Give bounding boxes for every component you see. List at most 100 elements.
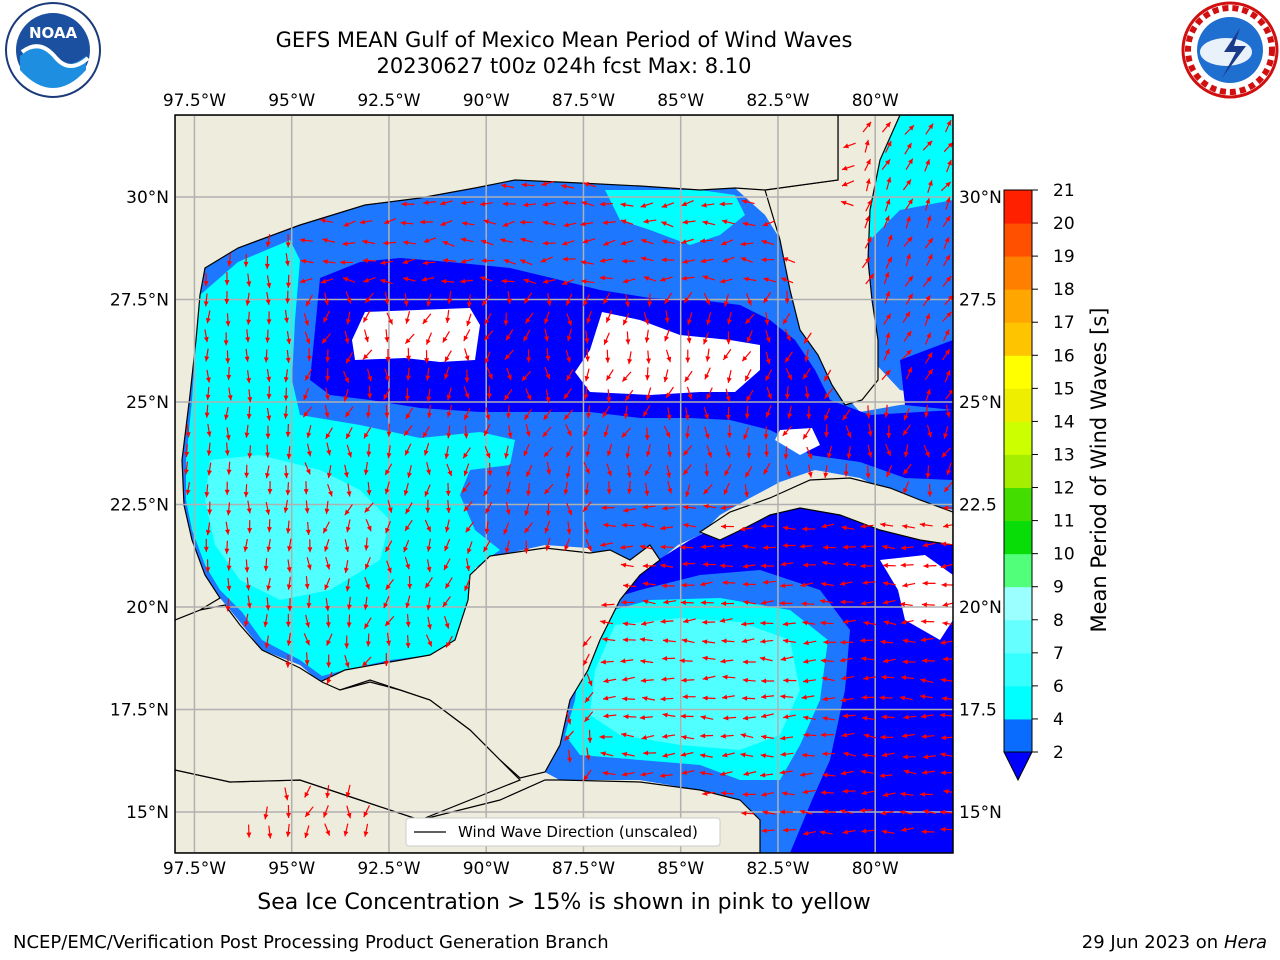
wind-wave-arrow <box>802 526 816 532</box>
wind-wave-arrow <box>782 542 796 548</box>
wind-wave-arrow <box>426 538 432 552</box>
wind-wave-arrow <box>760 772 774 778</box>
wind-wave-arrow <box>925 123 934 135</box>
lon-tick-label-top: 97.5°W <box>163 91 226 111</box>
wind-wave-arrow <box>742 563 756 569</box>
wind-wave-arrow <box>899 809 913 815</box>
wind-wave-arrow <box>363 596 369 610</box>
lon-tick-label-top: 87.5°W <box>552 91 615 111</box>
wind-wave-arrow <box>185 482 191 496</box>
wind-wave-arrow <box>561 183 574 189</box>
wind-wave-arrow <box>244 464 250 478</box>
wind-wave-arrow <box>802 789 816 795</box>
wind-wave-arrow <box>324 539 330 552</box>
wind-wave-arrow <box>780 735 794 741</box>
wind-wave-arrow <box>620 732 634 738</box>
wind-wave-arrow <box>565 293 573 306</box>
wind-wave-arrow <box>362 349 373 360</box>
wind-wave-arrow <box>905 253 911 267</box>
wind-wave-arrow <box>603 522 617 528</box>
wind-wave-arrow <box>823 639 837 645</box>
wind-wave-arrow <box>644 427 650 441</box>
lon-tick-label-top: 92.5°W <box>357 91 420 111</box>
wind-wave-arrow <box>506 367 512 381</box>
wind-wave-arrow <box>306 348 312 362</box>
wind-wave-arrow <box>424 484 431 497</box>
wind-wave-arrow <box>283 369 289 383</box>
wind-wave-arrow <box>861 656 875 662</box>
wind-wave-arrow <box>900 619 914 625</box>
wind-wave-arrow <box>499 238 513 243</box>
wind-wave-arrow <box>599 201 613 207</box>
wind-wave-arrow <box>324 292 330 306</box>
wind-wave-arrow <box>939 712 953 718</box>
wind-wave-arrow <box>263 558 269 572</box>
wind-wave-arrow <box>405 311 411 324</box>
wind-wave-arrow <box>484 312 492 325</box>
wind-wave-arrow <box>702 790 716 796</box>
wind-wave-arrow <box>404 387 410 401</box>
wind-wave-arrow <box>621 676 635 682</box>
wind-wave-arrow <box>785 386 790 400</box>
wind-wave-arrow <box>366 368 373 382</box>
wind-wave-arrow <box>544 366 551 380</box>
wind-wave-arrow <box>302 406 313 418</box>
wind-wave-arrow <box>445 482 451 496</box>
wind-wave-arrow <box>364 576 370 590</box>
wind-wave-arrow <box>802 428 811 440</box>
wind-wave-arrow <box>683 504 697 510</box>
gulf-period-6-7 <box>205 455 390 600</box>
wind-wave-arrow <box>464 578 471 592</box>
nodata-straits <box>775 428 820 455</box>
wind-wave-arrow <box>600 619 614 625</box>
wind-wave-arrow <box>287 598 293 612</box>
wind-wave-arrow <box>346 483 352 497</box>
wind-wave-arrow <box>901 733 915 739</box>
wind-wave-arrow <box>265 501 271 515</box>
wind-wave-arrow <box>561 278 575 285</box>
wind-wave-arrow <box>384 329 390 343</box>
wind-wave-arrow <box>902 659 916 665</box>
wind-wave-arrow <box>226 502 232 516</box>
wind-wave-arrow <box>621 258 635 264</box>
wind-wave-arrow <box>422 260 436 266</box>
wind-wave-arrow <box>386 312 394 325</box>
wind-wave-arrow <box>641 734 655 740</box>
wind-wave-arrow <box>320 278 334 284</box>
wind-wave-arrow <box>463 386 470 399</box>
wind-wave-arrow <box>839 581 853 586</box>
legend-label: Wind Wave Direction (unscaled) <box>458 823 698 841</box>
chart-title: GEFS MEAN Gulf of Mexico Mean Period of … <box>275 28 853 52</box>
wind-wave-direction-arrows <box>183 119 953 839</box>
wind-wave-arrow <box>801 752 815 758</box>
wind-wave-arrow <box>203 329 209 343</box>
wind-wave-arrow <box>919 522 933 528</box>
wind-wave-arrow <box>403 293 409 307</box>
wind-wave-arrow <box>363 805 370 818</box>
wind-wave-arrow <box>860 544 874 550</box>
wind-wave-arrow <box>863 733 877 739</box>
wind-wave-arrow <box>484 520 490 535</box>
wind-wave-arrow <box>583 769 592 781</box>
wind-wave-arrow <box>745 293 752 306</box>
wind-wave-arrow <box>563 409 574 421</box>
wind-wave-arrow <box>719 563 733 569</box>
wind-wave-arrow <box>463 425 469 439</box>
wind-wave-arrow <box>546 293 552 307</box>
wind-wave-arrow <box>565 349 571 363</box>
wind-wave-arrow <box>700 600 714 606</box>
wind-wave-arrow <box>445 309 451 323</box>
wind-wave-arrow <box>642 696 656 701</box>
wind-wave-arrow <box>820 581 834 587</box>
wind-wave-arrow <box>403 482 409 496</box>
wind-wave-arrow <box>244 559 250 573</box>
wind-wave-arrow <box>905 293 914 306</box>
wind-wave-arrow <box>864 236 872 249</box>
wind-wave-arrow <box>862 121 872 133</box>
wind-wave-arrow <box>865 178 871 192</box>
wind-wave-arrow <box>266 275 272 289</box>
wind-wave-arrow <box>326 465 332 479</box>
wind-wave-arrow <box>903 769 917 775</box>
wind-wave-arrow <box>245 329 251 343</box>
wind-wave-arrow <box>363 823 369 837</box>
